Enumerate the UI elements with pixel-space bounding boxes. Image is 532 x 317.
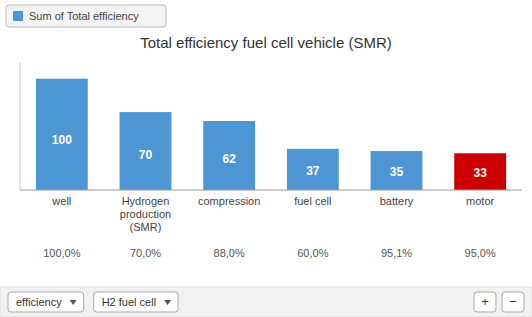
- x-tick-label: battery: [380, 195, 414, 207]
- step-label: 70,0%: [130, 247, 161, 259]
- step-label: 100,0%: [43, 247, 81, 259]
- data-label: 33: [473, 166, 487, 180]
- data-label: 37: [306, 164, 320, 178]
- x-tick-label-line: compression: [198, 195, 260, 207]
- toolbar-box: [8, 292, 84, 312]
- bars: [36, 79, 506, 190]
- x-tick-label: Hydrogenproduction(SMR): [120, 195, 171, 233]
- x-tick-label-line: well: [51, 195, 71, 207]
- bar: [371, 151, 423, 190]
- bar: [203, 121, 255, 190]
- toolbar-text: +: [481, 294, 489, 309]
- legend-label: Sum of Total efficiency: [29, 10, 139, 22]
- dropdown: efficiency: [8, 292, 84, 312]
- step-label: 95,1%: [381, 247, 412, 259]
- dropdown-arrow: [164, 300, 171, 305]
- toolbar: efficiency H2 fuel cell + −: [0, 287, 532, 317]
- toolbar-bg: [0, 287, 532, 317]
- data-label: 35: [390, 165, 404, 179]
- chart: Sum of Total efficiencyTotal efficiency …: [0, 0, 532, 317]
- button: +: [474, 292, 496, 312]
- x-tick-label-line: fuel cell: [294, 195, 331, 207]
- bar: [454, 153, 506, 190]
- legend-box: [6, 5, 166, 27]
- dropdown-arrow: [70, 300, 77, 305]
- x-tick-label: motor: [466, 195, 494, 207]
- step-label: 60,0%: [297, 247, 328, 259]
- step-label: 95,0%: [465, 247, 496, 259]
- x-tick-label-line: (SMR): [130, 221, 162, 233]
- y-axis-line: [20, 62, 21, 190]
- data-label: 100: [52, 133, 72, 147]
- x-tick-label-line: motor: [466, 195, 494, 207]
- x-tick-label-line: battery: [380, 195, 414, 207]
- toolbar-box: [502, 292, 524, 312]
- x-axis-line: [20, 190, 522, 191]
- x-tick-label: fuel cell: [294, 195, 331, 207]
- toolbar-text: −: [509, 294, 517, 309]
- title: Total efficiency fuel cell vehicle (SMR): [140, 34, 391, 51]
- bar: [287, 149, 339, 190]
- x-tick-label-line: Hydrogen: [122, 195, 170, 207]
- legend-swatch: [13, 11, 23, 21]
- background: [0, 0, 532, 317]
- toolbar-text: efficiency: [16, 296, 62, 308]
- x-tick-label: compression: [198, 195, 260, 207]
- legend: Sum of Total efficiency: [6, 5, 166, 27]
- step-label: 88,0%: [214, 247, 245, 259]
- toolbar-box: [474, 292, 496, 312]
- toolbar-text: H2 fuel cell: [102, 296, 156, 308]
- button: −: [502, 292, 524, 312]
- data-label: 62: [222, 152, 236, 166]
- data-label: 70: [139, 148, 153, 162]
- dropdown: H2 fuel cell: [94, 292, 178, 312]
- bar: [120, 112, 172, 190]
- bar: [36, 79, 88, 190]
- x-tick-label: well: [51, 195, 71, 207]
- x-tick-label-line: production: [120, 208, 171, 220]
- toolbar-box: [94, 292, 178, 312]
